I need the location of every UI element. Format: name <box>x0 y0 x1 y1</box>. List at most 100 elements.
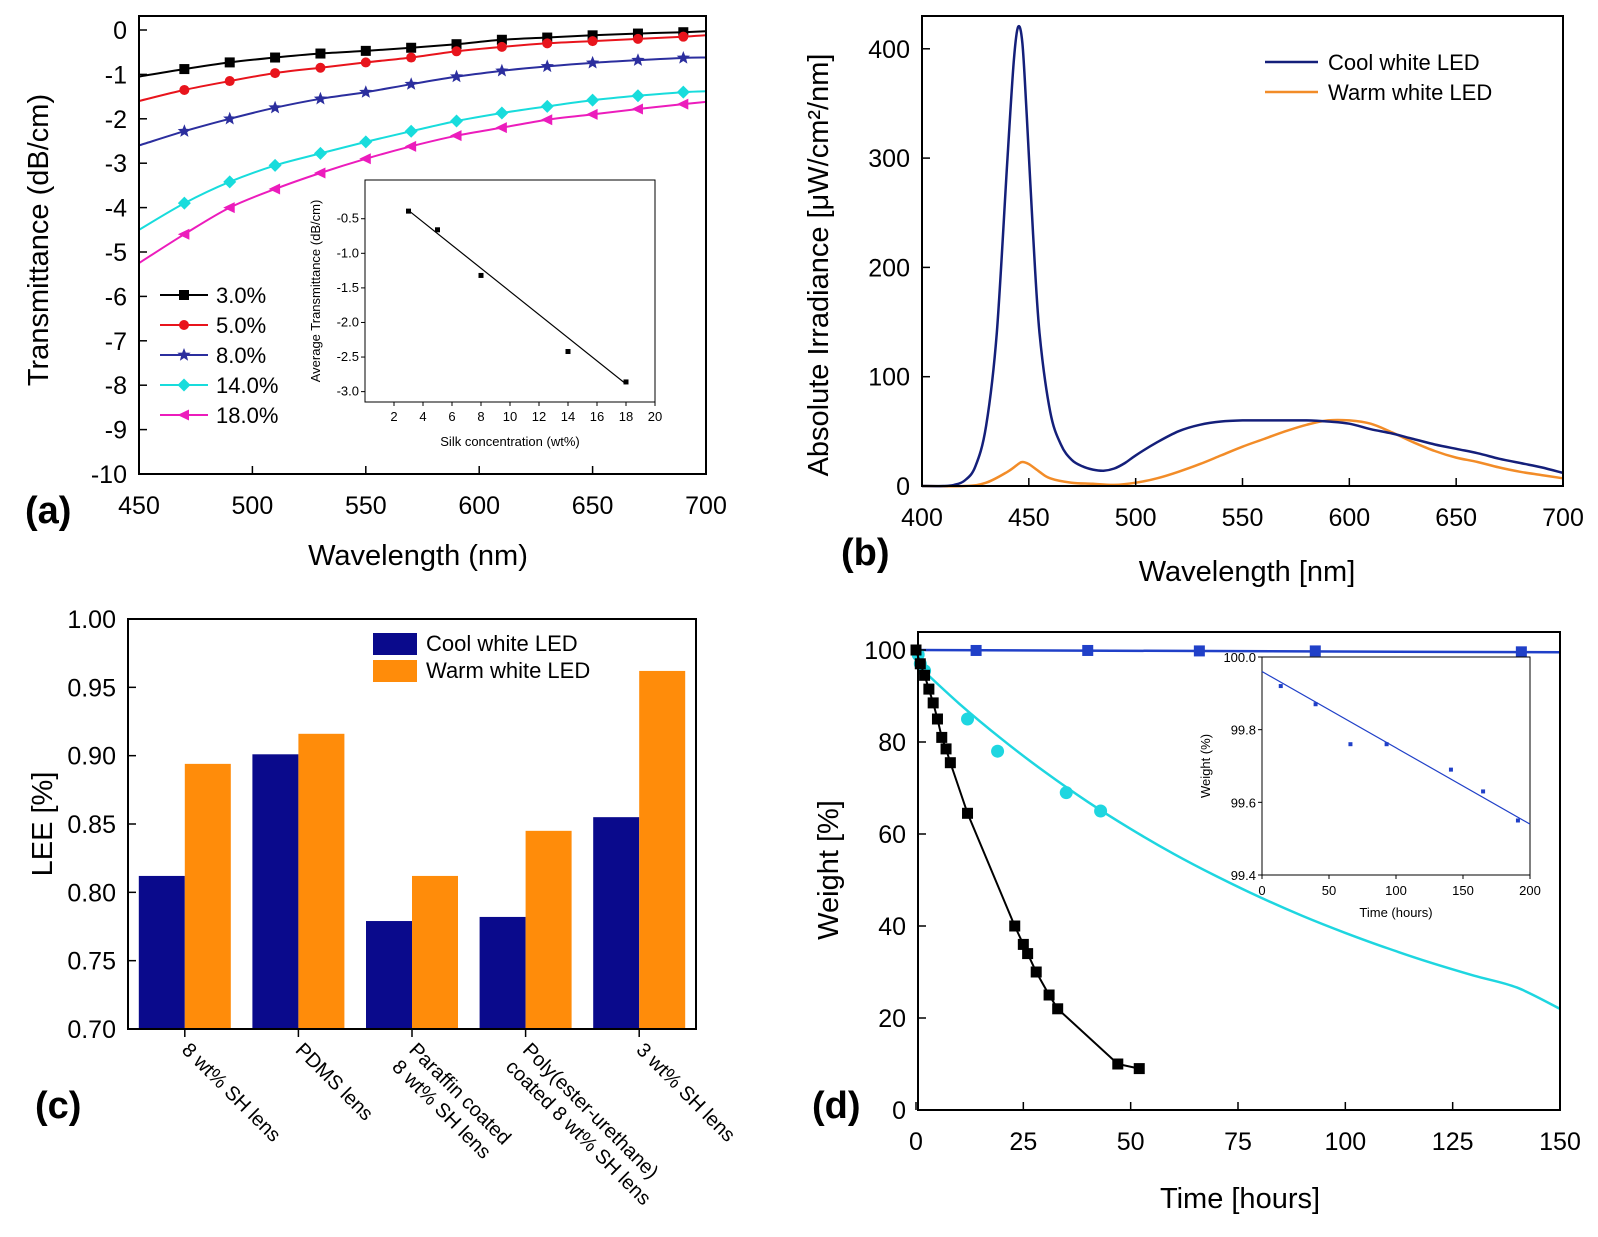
d-point <box>910 644 922 656</box>
a-legend-marker <box>177 409 189 421</box>
a-point <box>223 175 237 189</box>
a-point <box>451 46 462 57</box>
panel-a: 450 500 550 600 650 700 0 -1 -2 -3 -4 -5 -6 -7 -8 -9 -10… <box>23 15 727 572</box>
d-point <box>1112 1058 1124 1070</box>
a-legend-label: 3.0% <box>216 283 266 308</box>
a-point <box>496 41 507 52</box>
a-point <box>177 228 190 240</box>
c-y-tick-label: 0.90 <box>67 743 116 771</box>
a-inset-x-tick-label: 18 <box>619 409 633 424</box>
d-inset-point <box>1313 702 1318 707</box>
a-point <box>632 33 643 44</box>
c-legend-label: Cool white LED <box>426 631 578 656</box>
b-y-tick-label: 100 <box>868 364 910 392</box>
a-inset-point <box>478 272 484 278</box>
a-point <box>360 45 371 56</box>
a-point <box>360 57 371 68</box>
a-legend-marker <box>179 320 189 330</box>
d-inset-x-tick-label: 100 <box>1385 883 1407 898</box>
a-point <box>540 114 553 126</box>
a-inset-x-tick-label: 12 <box>532 409 546 424</box>
c-bar <box>252 754 299 1029</box>
a-point <box>585 55 600 69</box>
d-y-tick-label: 100 <box>864 637 906 665</box>
d-point <box>931 713 943 725</box>
a-point <box>177 124 191 137</box>
d-inset-point <box>1448 767 1453 772</box>
a-point <box>542 32 553 43</box>
b-series-line <box>921 418 1564 488</box>
a-point <box>177 196 191 210</box>
a-inset-x-tick-label: 10 <box>503 409 517 424</box>
d-inset-x-tick-label: 200 <box>1519 883 1541 898</box>
a-legend: 3.0% 5.0% 8.0% 14.0% 18.0% <box>160 283 278 428</box>
d-series <box>910 644 1561 1075</box>
a-point <box>179 64 190 75</box>
d-inset-y-label: Weight (%) <box>1198 734 1213 798</box>
a-inset-x-label: Silk concentration (wt%) <box>440 434 579 449</box>
a-x-axis-label: Wavelength (nm) <box>308 540 528 572</box>
d-point <box>944 757 956 769</box>
a-y-tick-label: -1 <box>105 61 127 89</box>
a-y-tick-label: -7 <box>105 328 127 356</box>
d-inset: 0 50 100 150 200 99.4 99.6 99.8 100.0 Time (hours… <box>1198 650 1541 920</box>
a-point <box>270 52 281 63</box>
a-y-tick-label: -9 <box>105 417 127 445</box>
d-inset-x-tick-label: 0 <box>1258 883 1265 898</box>
a-inset-y-label: Average Transmittance (dB/cm) <box>308 200 323 383</box>
c-bar <box>184 763 231 1029</box>
a-inset-y-tick-label: -0.5 <box>337 211 359 226</box>
a-inset-x-tick-label: 20 <box>648 409 662 424</box>
a-x-tick-label: 500 <box>232 492 274 520</box>
b-y-tick-label: 0 <box>896 473 910 501</box>
d-inset-point <box>1384 742 1389 747</box>
d-point <box>1017 938 1029 950</box>
d-inset-point <box>1278 684 1283 689</box>
c-y-tick-label: 0.70 <box>67 1016 116 1044</box>
d-point <box>962 807 974 819</box>
d-x-axis-label: Time [hours] <box>1160 1183 1320 1215</box>
c-bar <box>412 875 458 1029</box>
a-point <box>224 57 235 68</box>
a-x-tick-label: 700 <box>685 492 727 520</box>
a-legend-label: 5.0% <box>216 313 266 338</box>
c-bars <box>138 670 686 1029</box>
a-point <box>359 153 371 165</box>
a-point <box>495 122 507 134</box>
b-y-tick-label: 300 <box>868 145 910 173</box>
a-point <box>223 202 235 214</box>
a-inset-point <box>406 208 411 214</box>
d-inset-y-tick-label: 99.8 <box>1231 723 1256 738</box>
a-point <box>542 38 553 49</box>
d-x-tick-label: 50 <box>1117 1128 1145 1156</box>
c-legend-swatch <box>373 660 417 682</box>
a-panel-label: (a) <box>25 490 71 532</box>
d-point <box>923 683 935 695</box>
a-y-axis-label: Transmittance (dB/cm) <box>23 94 55 386</box>
a-point <box>268 183 281 195</box>
c-y-tick-label: 0.80 <box>67 879 116 907</box>
a-point <box>678 31 689 42</box>
d-y-tick-label: 20 <box>878 1005 906 1033</box>
a-point <box>404 140 417 152</box>
c-bar <box>138 875 185 1029</box>
a-point <box>359 85 373 98</box>
b-legend-label: Cool white LED <box>1328 50 1480 75</box>
c-y-tick-label: 1.00 <box>67 606 116 634</box>
a-legend-marker <box>177 348 191 361</box>
a-point <box>540 99 554 113</box>
a-y-tick-label: -8 <box>105 372 127 400</box>
d-x-tick-label: 25 <box>1009 1128 1037 1156</box>
a-inset-y-tick-label: -1.0 <box>337 245 359 260</box>
c-y-tick-label: 0.85 <box>67 811 116 839</box>
a-y-tick-label: -10 <box>91 461 127 489</box>
a-inset-point <box>623 379 629 385</box>
b-legend-label: Warm white LED <box>1328 80 1492 105</box>
c-bar <box>479 916 526 1029</box>
d-point <box>1009 920 1021 932</box>
a-point <box>223 111 237 125</box>
a-y-tick-label: -2 <box>105 106 127 134</box>
a-point <box>631 53 645 66</box>
